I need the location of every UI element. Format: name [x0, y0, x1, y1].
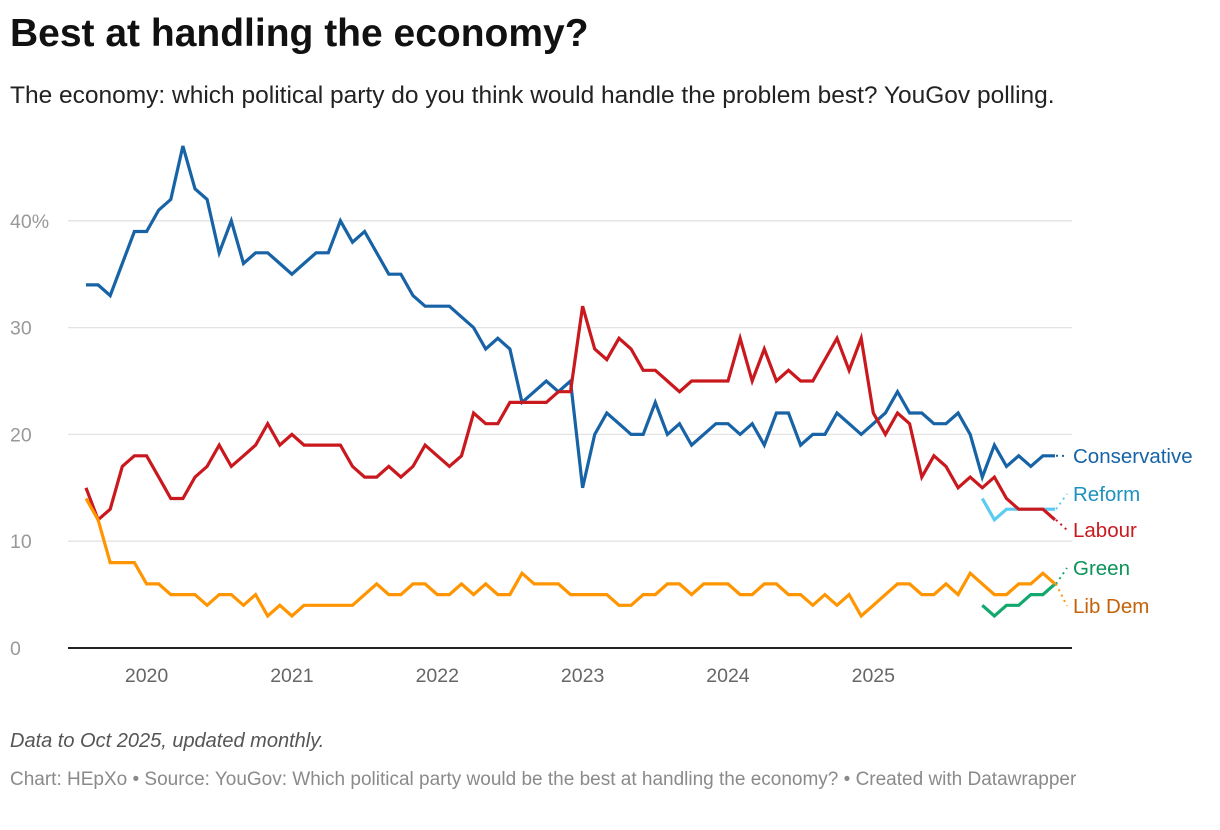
y-axis-ticks: 0 10 20 30 40%	[10, 211, 49, 660]
series-line-lib-dem	[84, 497, 1057, 619]
gridlines	[68, 220, 1072, 649]
series-line-labour	[84, 305, 1057, 523]
y-tick-label: 20	[10, 424, 32, 446]
label-connector-lib-dem	[1055, 583, 1068, 607]
series-label-lib-dem: Lib Dem	[1073, 595, 1149, 618]
label-connector-reform	[1055, 493, 1068, 510]
x-tick-label: 2020	[125, 665, 169, 687]
series-label-conservative: Conservative	[1073, 445, 1193, 468]
line-chart: 0 10 20 30 40% 2020 2021 2022 2023 2024 2025 Cons…	[10, 145, 1193, 687]
series-line-conservative	[86, 145, 1055, 489]
y-tick-label: 0	[10, 638, 21, 660]
x-tick-label: 2023	[561, 665, 604, 687]
series-label-labour: Labour	[1073, 519, 1137, 542]
footer-source: Chart: HEpXo • Source: YouGov: Which pol…	[10, 769, 1077, 790]
y-tick-label: 30	[10, 318, 32, 340]
y-tick-label: 10	[10, 531, 32, 553]
x-tick-label: 2024	[706, 665, 750, 687]
series-lines	[84, 145, 1057, 619]
series-label-reform: Reform	[1073, 483, 1140, 506]
x-tick-label: 2021	[270, 665, 313, 687]
chart-title: Best at handling the economy?	[10, 12, 589, 55]
label-connector-green	[1055, 567, 1068, 585]
series-label-green: Green	[1073, 557, 1130, 580]
series-line-green	[981, 582, 1057, 619]
footer-note: Data to Oct 2025, updated monthly.	[10, 730, 325, 752]
label-connector-labour	[1055, 519, 1068, 531]
series-labels: Conservative Reform Labour Green Lib Dem	[1055, 445, 1193, 618]
y-tick-label: 40%	[10, 211, 49, 233]
x-tick-label: 2025	[852, 665, 896, 687]
x-tick-label: 2022	[416, 665, 459, 687]
x-axis-ticks: 2020 2021 2022 2023 2024 2025	[125, 665, 895, 687]
chart-subtitle: The economy: which political party do yo…	[10, 82, 1055, 109]
